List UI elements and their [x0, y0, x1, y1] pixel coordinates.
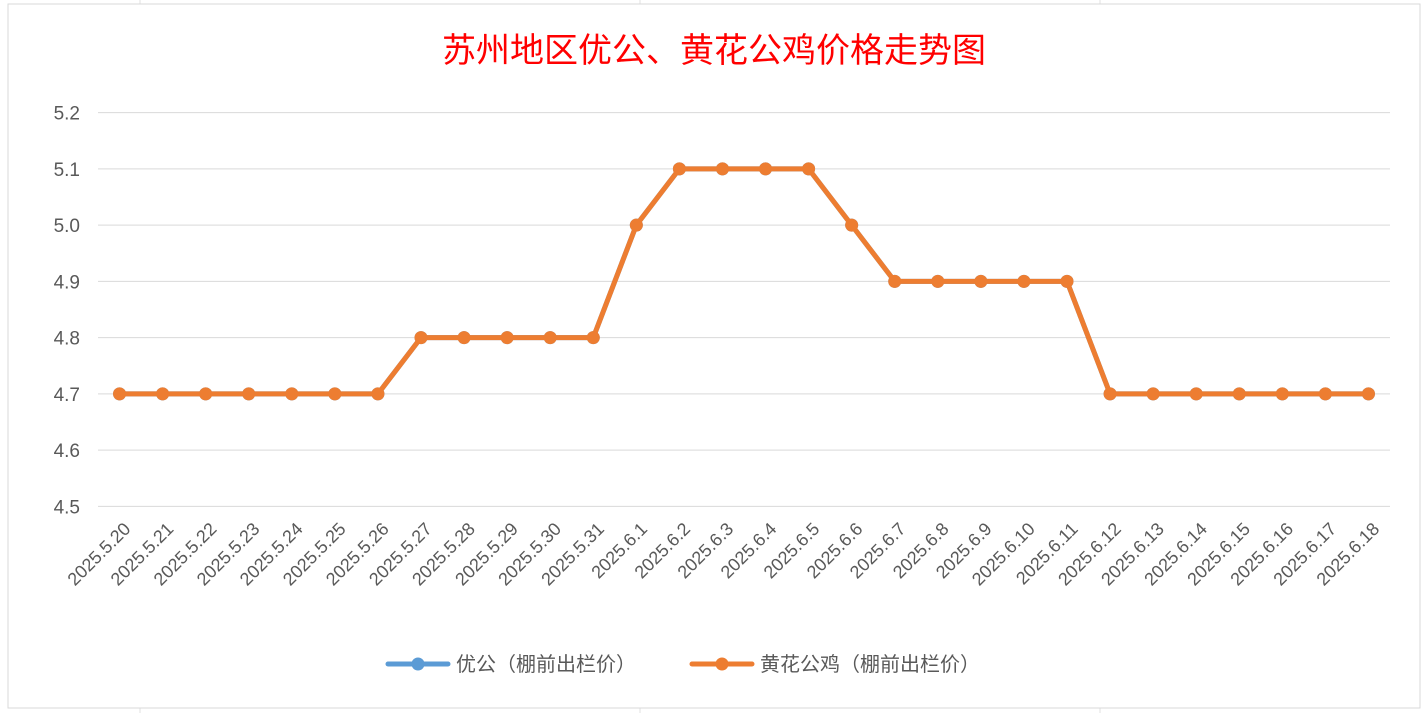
series-2 — [113, 162, 1375, 401]
data-point — [199, 387, 213, 401]
data-point — [845, 218, 859, 232]
data-point — [586, 331, 600, 345]
legend-label: 优公（棚前出栏价） — [456, 652, 636, 676]
data-point — [328, 387, 342, 401]
data-point — [888, 274, 902, 288]
data-point — [500, 331, 514, 345]
y-axis-ticks: 4.5 4.6 4.7 4.8 4.9 5.0 5.1 5.2 — [54, 104, 80, 519]
series-line — [117, 166, 1371, 397]
data-point — [242, 387, 256, 401]
data-point — [1103, 387, 1117, 401]
data-point — [371, 387, 385, 401]
y-tick-label: 4.6 — [54, 441, 80, 462]
legend: 优公（棚前出栏价） 黄花公鸡（棚前出栏价） — [385, 652, 980, 676]
data-point — [1060, 274, 1074, 288]
chart-area-border — [7, 3, 1421, 709]
series-layer — [113, 162, 1375, 401]
legend-item: 优公（棚前出栏价） — [385, 652, 636, 676]
data-point — [802, 162, 816, 176]
y-tick-label: 4.8 — [54, 329, 80, 350]
legend-swatch-marker — [715, 657, 729, 671]
legend-item: 黄花公鸡（棚前出栏价） — [689, 652, 980, 676]
data-point — [285, 387, 299, 401]
data-point — [759, 162, 773, 176]
data-point — [974, 274, 988, 288]
background-cell-grid — [139, 0, 1101, 713]
legend-label: 黄花公鸡（棚前出栏价） — [760, 652, 980, 676]
y-tick-label: 4.7 — [54, 385, 80, 406]
y-tick-label: 5.1 — [54, 160, 80, 181]
y-tick-label: 5.2 — [54, 104, 80, 125]
data-point — [715, 162, 729, 176]
data-point — [543, 331, 557, 345]
data-point — [629, 218, 643, 232]
data-point — [457, 331, 471, 345]
chart-title: 苏州地区优公、黄花公鸡价格走势图 — [442, 31, 986, 71]
data-point — [1275, 387, 1289, 401]
data-point — [156, 387, 170, 401]
data-point — [1189, 387, 1203, 401]
data-point — [1146, 387, 1160, 401]
data-point — [1232, 387, 1246, 401]
data-point — [1361, 387, 1375, 401]
data-point — [1017, 274, 1031, 288]
data-point — [672, 162, 686, 176]
data-point — [1318, 387, 1332, 401]
legend-swatch-marker — [411, 657, 425, 671]
data-point — [931, 274, 945, 288]
y-tick-label: 4.5 — [54, 497, 80, 518]
data-point — [113, 387, 127, 401]
y-tick-label: 4.9 — [54, 272, 80, 293]
y-tick-label: 5.0 — [54, 216, 80, 237]
data-point — [414, 331, 428, 345]
